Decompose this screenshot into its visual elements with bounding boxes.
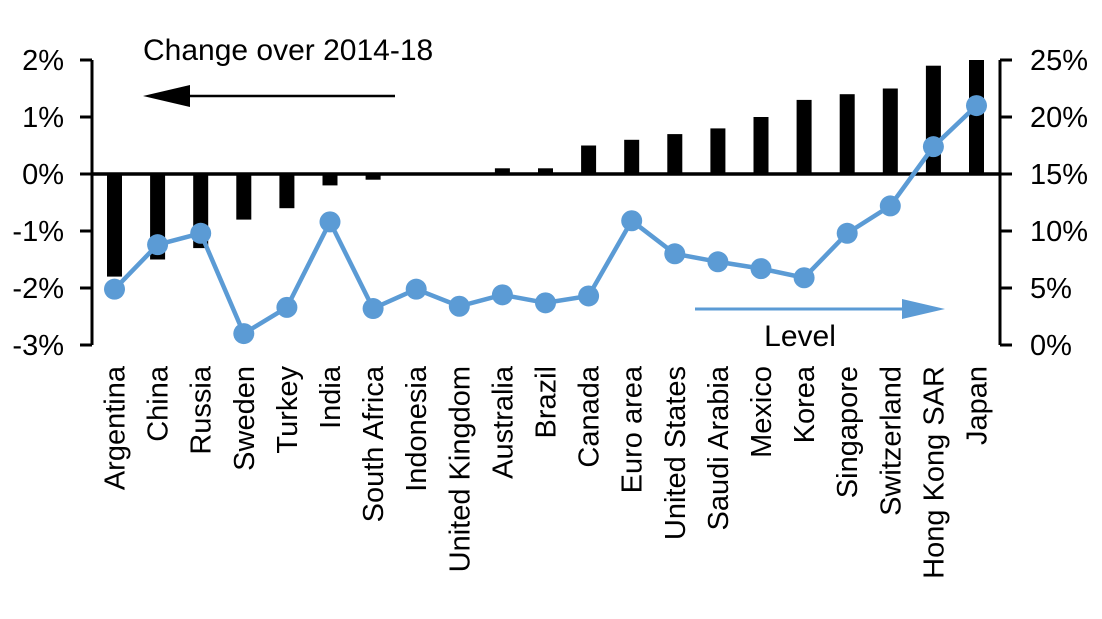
left-axis-tick-label: -1% — [12, 216, 64, 248]
level-marker-united-states — [664, 243, 686, 265]
category-label-united-kingdom: United Kingdom — [444, 366, 476, 572]
level-marker-korea — [793, 267, 815, 289]
category-label-singapore: Singapore — [832, 366, 864, 498]
bar-sweden — [236, 174, 252, 220]
level-marker-sweden — [233, 323, 255, 345]
category-label-hong-kong-sar: Hong Kong SAR — [918, 366, 950, 579]
category-label-united-states: United States — [660, 366, 692, 540]
bar-south-africa — [365, 174, 381, 180]
left-axis-tick-label: 1% — [22, 102, 64, 134]
level-marker-mexico — [750, 258, 772, 280]
category-label-canada: Canada — [574, 365, 606, 467]
level-marker-argentina — [104, 278, 125, 300]
level-marker-china — [147, 234, 169, 256]
level-marker-united-kingdom — [448, 295, 470, 317]
bar-brazil — [538, 168, 553, 174]
left-arrow-icon — [143, 85, 190, 107]
bar-singapore — [839, 94, 855, 174]
category-label-india: India — [315, 365, 347, 429]
right-axis-tick-label: 15% — [1030, 159, 1088, 191]
category-label-saudi-arabia: Saudi Arabia — [703, 365, 735, 530]
category-label-indonesia: Indonesia — [401, 365, 433, 492]
bar-india — [322, 174, 338, 186]
right-arrow-icon — [902, 299, 945, 319]
category-label-turkey: Turkey — [272, 366, 304, 454]
level-marker-euro-area — [621, 210, 643, 232]
category-label-sweden: Sweden — [229, 366, 261, 471]
level-marker-saudi-arabia — [707, 251, 729, 273]
bar-mexico — [753, 117, 769, 174]
right-axis-tick-label: 20% — [1030, 102, 1088, 134]
bar-canada — [581, 145, 597, 174]
bar-united-states — [667, 134, 683, 174]
level-marker-india — [319, 211, 341, 233]
category-label-brazil: Brazil — [531, 366, 563, 439]
left-axis-tick-label: -2% — [12, 273, 64, 305]
category-label-south-africa: South Africa — [358, 365, 390, 522]
category-label-mexico: Mexico — [746, 366, 778, 458]
bar-saudi-arabia — [710, 128, 726, 174]
category-label-japan: Japan — [962, 366, 994, 445]
right-axis-tick-label: 0% — [1030, 330, 1072, 362]
bar-japan — [969, 60, 984, 174]
right-axis-tick-label: 10% — [1030, 216, 1088, 248]
category-label-argentina: Argentina — [100, 365, 132, 490]
category-label-korea: Korea — [789, 365, 821, 443]
left-axis-tick-label: 0% — [22, 159, 64, 191]
left-axis-tick-label: 2% — [22, 45, 64, 77]
level-marker-canada — [578, 285, 600, 307]
level-marker-turkey — [276, 296, 298, 318]
right-axis-tick-label: 25% — [1030, 45, 1088, 77]
left-axis-tick-label: -3% — [12, 330, 64, 362]
level-marker-hong-kong-sar — [922, 136, 944, 158]
bar-euro-area — [624, 139, 640, 174]
right-series-title: Level — [764, 320, 836, 353]
level-marker-russia — [190, 222, 212, 244]
level-marker-singapore — [836, 222, 858, 244]
category-label-china: China — [143, 365, 175, 442]
bar-korea — [796, 99, 812, 174]
bar-turkey — [279, 174, 295, 209]
bar-hong-kong-sar — [925, 65, 941, 174]
level-marker-switzerland — [879, 195, 901, 217]
category-label-russia: Russia — [186, 365, 218, 455]
level-marker-australia — [491, 284, 513, 306]
level-marker-south-africa — [362, 298, 384, 320]
left-series-title: Change over 2014-18 — [143, 34, 434, 67]
level-marker-brazil — [535, 292, 556, 314]
level-marker-indonesia — [405, 278, 427, 300]
level-marker-japan — [966, 95, 987, 117]
right-axis-tick-label: 5% — [1030, 273, 1072, 305]
category-label-australia: Australia — [487, 365, 519, 479]
bar-australia — [494, 168, 510, 174]
category-label-switzerland: Switzerland — [875, 366, 907, 516]
bar-argentina — [107, 174, 122, 277]
bar-switzerland — [882, 88, 898, 174]
category-label-euro-area: Euro area — [617, 365, 649, 493]
